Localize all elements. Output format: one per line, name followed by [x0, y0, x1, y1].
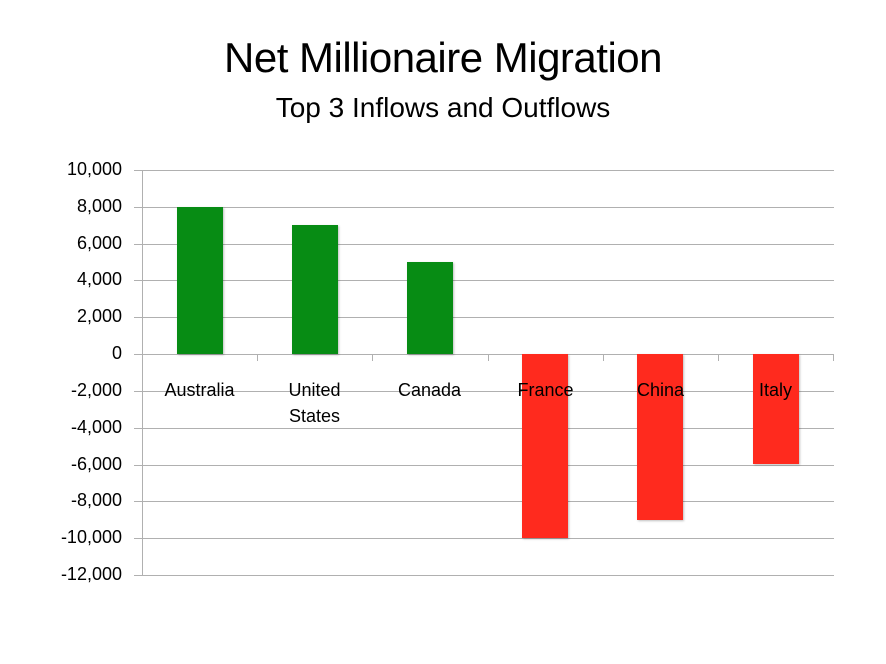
gridline [134, 428, 834, 429]
x-category-label: United States [288, 380, 341, 426]
y-tick-label: -10,000 [60, 527, 122, 547]
gridline [134, 317, 834, 318]
gridline [134, 575, 834, 576]
gridline [134, 538, 834, 539]
gridline [134, 354, 834, 355]
bar-canada [407, 262, 453, 354]
x-category-label: France [517, 380, 574, 400]
x-category-label: Italy [758, 380, 792, 400]
y-tick-label: -12,000 [60, 564, 122, 584]
x-tick-mark [718, 354, 719, 361]
x-category-label: China [636, 380, 685, 400]
bar-australia [177, 207, 223, 354]
gridline [134, 244, 834, 245]
x-tick-mark [488, 354, 489, 361]
gridline [134, 170, 834, 171]
y-tick-label: 0 [111, 343, 122, 363]
y-tick-label: 8,000 [76, 196, 122, 216]
y-tick-label: 6,000 [76, 233, 122, 253]
y-tick-label: -6,000 [70, 454, 122, 474]
x-tick-mark [833, 354, 834, 361]
gridline [134, 207, 834, 208]
x-tick-mark [257, 354, 258, 361]
y-tick-label: -8,000 [70, 490, 122, 510]
x-category-label: Australia [164, 380, 235, 400]
y-tick-label: 4,000 [76, 269, 122, 289]
gridline [134, 280, 834, 281]
chart-subtitle: Top 3 Inflows and Outflows [275, 92, 611, 123]
bar-france [522, 354, 568, 538]
bar-italy [753, 354, 799, 464]
gridline [134, 391, 834, 392]
chart-title: Net Millionaire Migration [224, 34, 663, 81]
y-tick-label: 2,000 [76, 306, 122, 326]
gridline [134, 501, 834, 502]
bar-united-states [292, 225, 338, 354]
y-tick-label: -4,000 [70, 417, 122, 437]
y-tick-label: 10,000 [66, 159, 122, 179]
x-category-label: Canada [397, 380, 462, 400]
y-tick-label: -2,000 [70, 380, 122, 400]
x-tick-mark [372, 354, 373, 361]
gridline [134, 465, 834, 466]
y-axis [142, 170, 143, 575]
x-tick-mark [603, 354, 604, 361]
bar-china [637, 354, 683, 520]
